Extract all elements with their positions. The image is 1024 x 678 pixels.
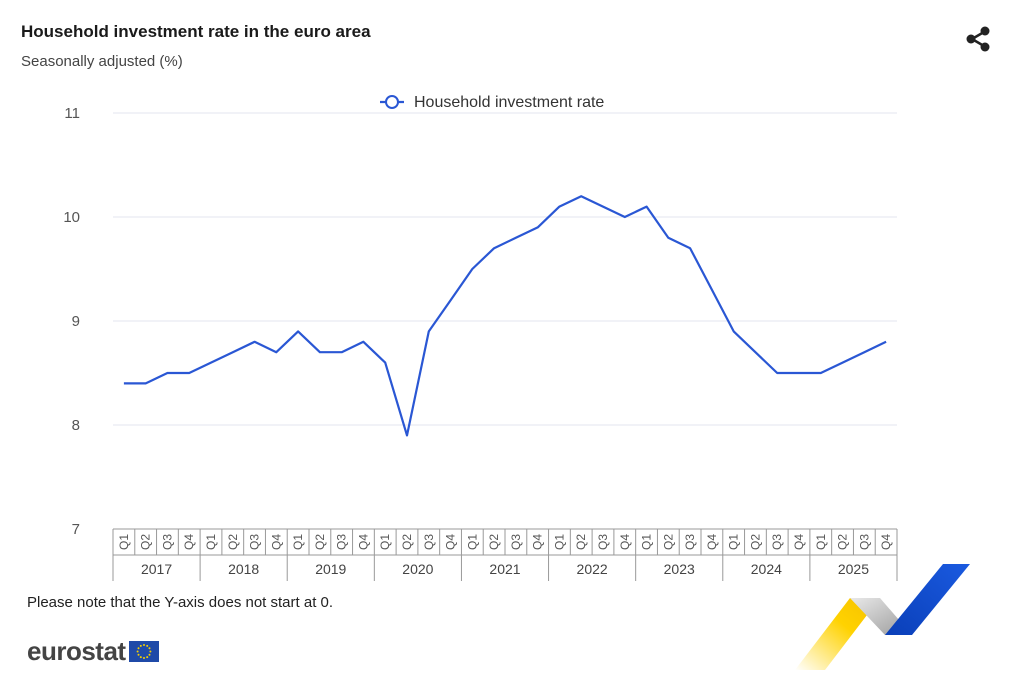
quarter-tick-label: Q4 xyxy=(618,534,632,550)
data-point xyxy=(208,360,214,366)
quarter-tick-label: Q3 xyxy=(770,534,784,550)
data-point xyxy=(665,235,671,241)
y-tick-label: 9 xyxy=(72,313,80,330)
data-point xyxy=(404,432,410,438)
quarter-tick-label: Q2 xyxy=(661,534,675,550)
quarter-tick-label: Q4 xyxy=(879,534,893,550)
legend-label: Household investment rate xyxy=(414,94,604,111)
data-point xyxy=(556,204,562,210)
quarter-tick-label: Q1 xyxy=(465,534,479,550)
data-point xyxy=(382,360,388,366)
quarter-tick-label: Q1 xyxy=(640,534,654,550)
year-tick-label: 2020 xyxy=(402,561,433,577)
share-icon[interactable] xyxy=(963,25,993,53)
series-line xyxy=(123,195,887,437)
quarter-tick-label: Q1 xyxy=(204,534,218,550)
data-point xyxy=(818,370,824,376)
year-tick-label: 2018 xyxy=(228,561,259,577)
data-point xyxy=(861,349,867,355)
quarter-tick-label: Q3 xyxy=(160,534,174,550)
chart-title: Household investment rate in the euro ar… xyxy=(21,22,371,41)
data-point xyxy=(164,370,170,376)
quarter-tick-label: Q3 xyxy=(335,534,349,550)
data-point xyxy=(535,224,541,230)
data-point xyxy=(295,328,301,334)
year-tick-label: 2022 xyxy=(577,561,608,577)
quarter-tick-label: Q2 xyxy=(487,534,501,550)
quarter-tick-label: Q2 xyxy=(748,534,762,550)
quarter-tick-label: Q1 xyxy=(291,534,305,550)
quarter-tick-label: Q2 xyxy=(400,534,414,550)
quarter-tick-label: Q2 xyxy=(836,534,850,550)
quarter-tick-label: Q3 xyxy=(509,534,523,550)
quarter-tick-label: Q1 xyxy=(552,534,566,550)
data-point xyxy=(687,245,693,251)
data-point xyxy=(840,360,846,366)
year-tick-label: 2019 xyxy=(315,561,346,577)
quarter-tick-label: Q4 xyxy=(792,534,806,550)
data-point xyxy=(339,349,345,355)
quarter-tick-label: Q4 xyxy=(269,534,283,550)
data-point xyxy=(469,266,475,272)
quarter-tick-label: Q4 xyxy=(705,534,719,550)
y-tick-label: 7 xyxy=(72,521,80,538)
data-point xyxy=(622,214,628,220)
y-tick-label: 10 xyxy=(63,209,80,226)
data-point xyxy=(252,339,258,345)
data-point xyxy=(709,287,715,293)
data-point xyxy=(752,349,758,355)
data-point xyxy=(774,370,780,376)
quarter-tick-label: Q1 xyxy=(814,534,828,550)
quarter-tick-label: Q1 xyxy=(727,534,741,550)
quarter-tick-label: Q3 xyxy=(683,534,697,550)
year-tick-label: 2023 xyxy=(664,561,695,577)
data-point xyxy=(143,380,149,386)
y-tick-label: 11 xyxy=(64,105,80,122)
quarter-tick-label: Q4 xyxy=(531,534,545,550)
data-point xyxy=(121,380,127,386)
quarter-tick-label: Q2 xyxy=(226,534,240,550)
data-point xyxy=(578,193,584,199)
quarter-tick-label: Q3 xyxy=(596,534,610,550)
data-point xyxy=(186,370,192,376)
quarter-tick-label: Q4 xyxy=(356,534,370,550)
year-tick-label: 2021 xyxy=(489,561,520,577)
data-point xyxy=(731,328,737,334)
legend-marker xyxy=(385,95,399,109)
quarter-tick-label: Q3 xyxy=(857,534,871,550)
logo-text: eurostat xyxy=(27,636,126,666)
eurostat-logo: eurostat xyxy=(27,636,159,667)
data-point xyxy=(883,339,889,345)
quarter-tick-label: Q2 xyxy=(574,534,588,550)
data-point xyxy=(513,235,519,241)
data-point xyxy=(426,328,432,334)
axis-note: Please note that the Y-axis does not sta… xyxy=(27,594,334,611)
data-point xyxy=(273,349,279,355)
quarter-tick-label: Q1 xyxy=(378,534,392,550)
data-point xyxy=(230,349,236,355)
data-point xyxy=(600,204,606,210)
quarter-tick-label: Q3 xyxy=(248,534,262,550)
year-tick-label: 2025 xyxy=(838,561,869,577)
decorative-ribbon xyxy=(795,564,970,670)
chart-subtitle: Seasonally adjusted (%) xyxy=(21,53,183,70)
data-point xyxy=(360,339,366,345)
quarter-tick-label: Q4 xyxy=(182,534,196,550)
data-point xyxy=(491,245,497,251)
line-chart: 7 8 9 10 11 Q1 Q2 Q3 Q4 Q1 Q2 Q3 Q4 Q1 Q2 Q3 Q4 Q1 Q2 Q3 Q4 Q… xyxy=(63,94,898,581)
data-point xyxy=(448,297,454,303)
data-point xyxy=(796,370,802,376)
quarter-tick-label: Q4 xyxy=(444,534,458,550)
quarter-tick-label: Q2 xyxy=(139,534,153,550)
quarter-tick-label: Q2 xyxy=(313,534,327,550)
year-tick-label: 2017 xyxy=(141,561,172,577)
quarter-tick-label: Q1 xyxy=(117,534,131,550)
quarter-tick-label: Q3 xyxy=(422,534,436,550)
data-point xyxy=(644,204,650,210)
eu-flag-icon xyxy=(128,641,159,662)
data-point xyxy=(317,349,323,355)
y-tick-label: 8 xyxy=(72,417,80,434)
year-tick-label: 2024 xyxy=(751,561,782,577)
